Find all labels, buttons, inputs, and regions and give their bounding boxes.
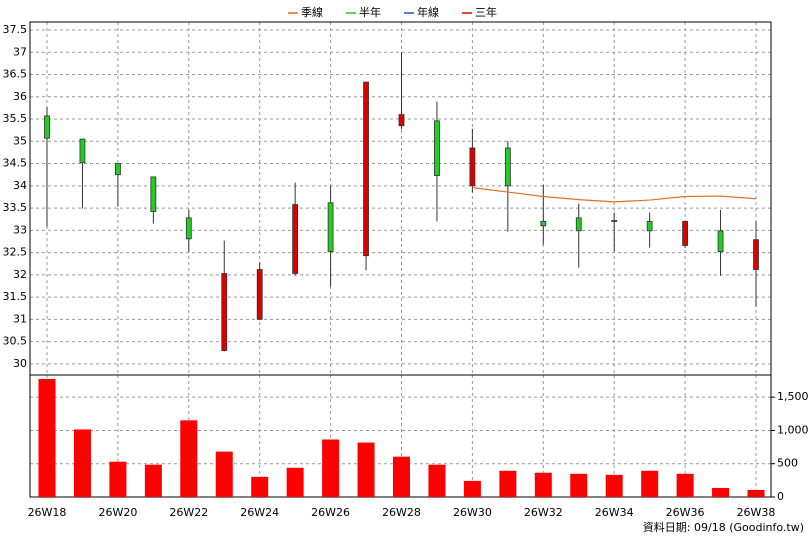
volume-bar bbox=[357, 442, 375, 497]
y-tick-label: 34.5 bbox=[3, 157, 28, 170]
volume-bar bbox=[570, 473, 588, 497]
volume-bar bbox=[38, 378, 56, 497]
y-tick-label: 33 bbox=[13, 223, 27, 236]
x-tick-label: 26W32 bbox=[524, 506, 563, 519]
y-tick-label: 32 bbox=[13, 268, 27, 281]
x-tick-label: 26W26 bbox=[311, 506, 350, 519]
volume-bar bbox=[428, 464, 446, 497]
candle-body bbox=[540, 221, 547, 227]
x-tick-label: 26W30 bbox=[453, 506, 492, 519]
candle-body bbox=[682, 221, 688, 246]
volume-bar bbox=[393, 456, 410, 497]
volume-bar bbox=[286, 467, 304, 497]
volume-bar bbox=[144, 464, 162, 497]
x-tick-label: 26W36 bbox=[666, 506, 705, 519]
candle-body bbox=[575, 217, 582, 232]
candle-body bbox=[44, 115, 50, 139]
y-tick-label: 37 bbox=[13, 45, 27, 58]
volume-bar bbox=[747, 489, 765, 497]
volume-bar bbox=[109, 461, 127, 497]
volume-bar bbox=[534, 472, 552, 497]
x-tick-label: 26W18 bbox=[28, 506, 67, 519]
y-tick-label: 34 bbox=[13, 179, 27, 192]
candle-body bbox=[115, 163, 121, 176]
candle-body bbox=[150, 176, 157, 213]
volume-bar bbox=[641, 470, 659, 497]
x-tick-label: 26W38 bbox=[737, 506, 776, 519]
footer-note: 資料日期: 09/18 (Goodinfo.tw) bbox=[643, 520, 804, 534]
x-tick-label: 26W20 bbox=[98, 506, 137, 519]
y-tick-label: 31 bbox=[13, 312, 27, 325]
volume-bar bbox=[499, 470, 517, 497]
volume-bar bbox=[251, 476, 269, 497]
ma-line bbox=[472, 186, 757, 203]
candle-body bbox=[753, 239, 759, 270]
candle-body bbox=[327, 202, 334, 253]
volume-bar bbox=[605, 474, 623, 497]
candle-body bbox=[363, 81, 369, 257]
y-tick-label: 36.5 bbox=[3, 68, 28, 81]
candle-body bbox=[469, 147, 476, 187]
volume-bar bbox=[463, 480, 481, 497]
candle-body bbox=[611, 220, 618, 222]
legend-label: 季線 bbox=[301, 5, 323, 19]
volume-bar bbox=[676, 473, 694, 497]
y2-tick-label: 500 bbox=[777, 457, 798, 470]
candle-body bbox=[717, 230, 724, 253]
volume-bar bbox=[180, 420, 198, 497]
y-tick-label: 35 bbox=[13, 134, 27, 147]
y-tick-label: 33.5 bbox=[3, 201, 28, 214]
x-tick-label: 26W34 bbox=[595, 506, 634, 519]
candle-body bbox=[646, 221, 653, 232]
y-tick-label: 32.5 bbox=[3, 246, 28, 259]
candle-body bbox=[256, 269, 263, 320]
y-tick-label: 30 bbox=[13, 357, 27, 370]
y2-tick-label: 1,500 bbox=[777, 390, 808, 403]
volume-bar bbox=[73, 429, 91, 497]
x-tick-label: 26W24 bbox=[240, 506, 279, 519]
y-tick-label: 35.5 bbox=[3, 112, 28, 125]
candle-body bbox=[185, 217, 192, 240]
volume-bar bbox=[322, 439, 340, 497]
y2-tick-label: 0 bbox=[777, 490, 784, 503]
legend-label: 半年 bbox=[359, 5, 381, 19]
volume-bar bbox=[712, 487, 730, 497]
y-tick-label: 36 bbox=[13, 90, 27, 103]
y-tick-label: 31.5 bbox=[3, 290, 28, 303]
x-tick-label: 26W28 bbox=[382, 506, 421, 519]
legend-label: 年線 bbox=[417, 5, 439, 19]
y-tick-label: 30.5 bbox=[3, 335, 28, 348]
candle-body bbox=[79, 138, 86, 164]
x-tick-label: 26W22 bbox=[169, 506, 208, 519]
legend-label: 三年 bbox=[475, 5, 497, 19]
y-tick-label: 37.5 bbox=[3, 23, 28, 36]
y2-tick-label: 1,000 bbox=[777, 423, 808, 436]
volume-bar bbox=[215, 451, 233, 497]
candle-body bbox=[504, 147, 511, 187]
candle-body bbox=[398, 114, 405, 127]
candle-body bbox=[434, 120, 440, 176]
candle-body bbox=[292, 204, 299, 274]
candle-body bbox=[221, 273, 228, 351]
